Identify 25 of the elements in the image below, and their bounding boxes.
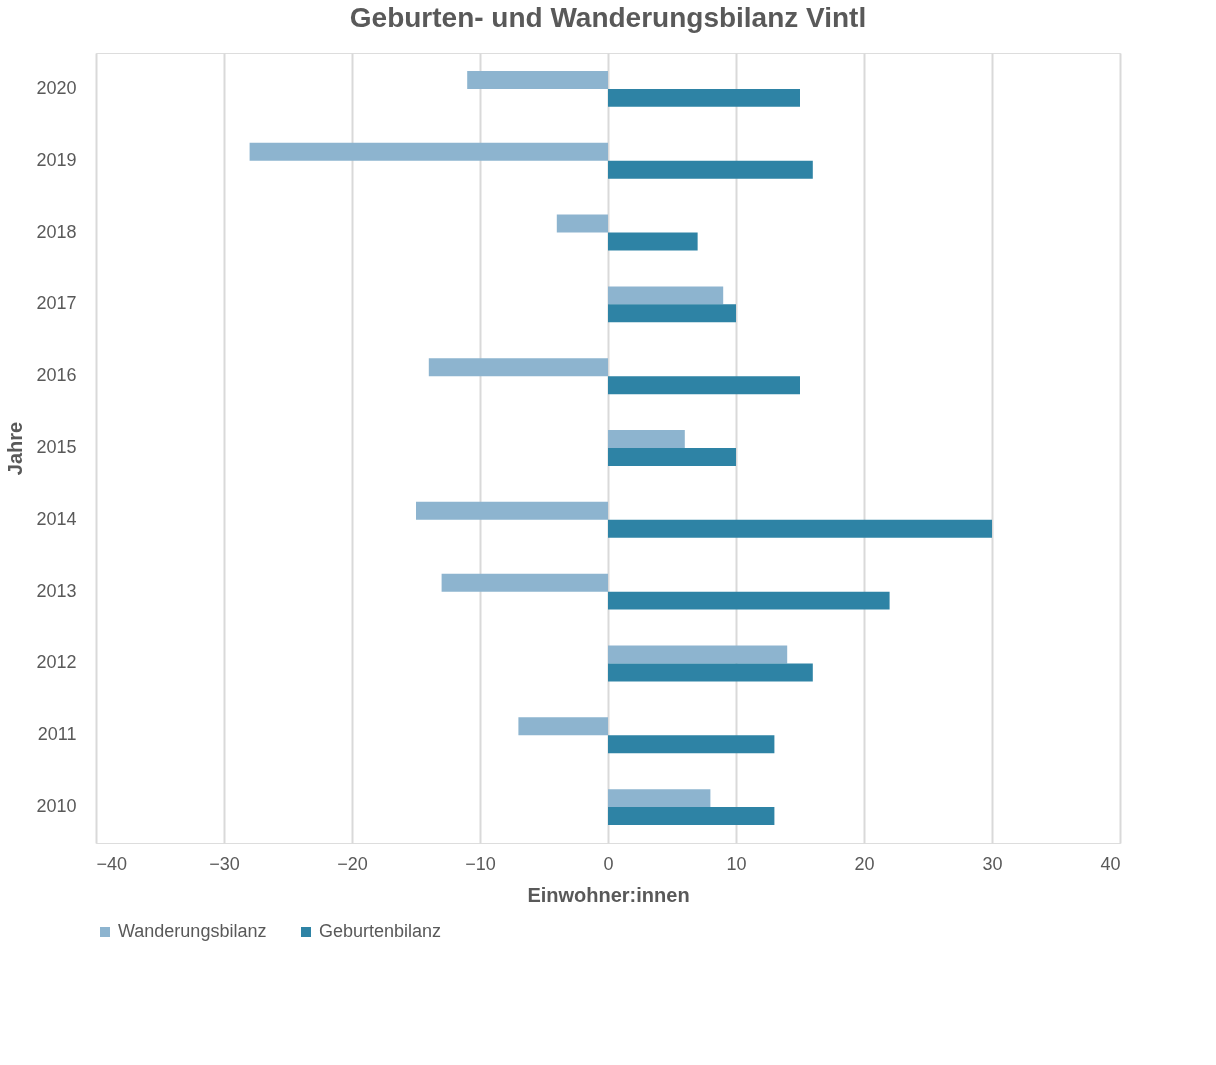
legend-label: Wanderungsbilanz [118,921,267,941]
y-tick-label: 2012 [36,652,77,673]
x-tick-label: 30 [982,853,1003,874]
x-tick-label: −40 [96,853,128,874]
chart-title: Geburten- und Wanderungsbilanz Vintl [349,2,867,33]
y-tick-label: 2017 [36,293,77,314]
y-tick-label: 2015 [36,437,77,457]
x-tick-label: 40 [1100,853,1121,874]
x-tick-label: 10 [726,853,747,874]
x-tick-label: −10 [465,853,496,874]
y-tick-label: 2011 [37,724,77,745]
legend-label: Geburtenbilanz [319,921,442,941]
y-tick-label: 2010 [36,796,77,817]
y-tick-label: 2019 [36,149,77,170]
y-tick-label: 2018 [36,221,77,242]
y-axis-title: Jahre [4,421,27,476]
x-tick-label: −20 [337,853,368,874]
y-tick-label: 2013 [36,580,77,601]
y-tick-label: 2020 [36,77,77,98]
y-tick-label: 2016 [36,365,77,386]
x-tick-label: 20 [854,853,875,874]
x-tick-label: −30 [209,853,240,874]
x-axis-title: Einwohner:innen [527,883,690,906]
x-tick-label: 0 [603,853,614,874]
y-tick-label: 2014 [36,508,77,529]
